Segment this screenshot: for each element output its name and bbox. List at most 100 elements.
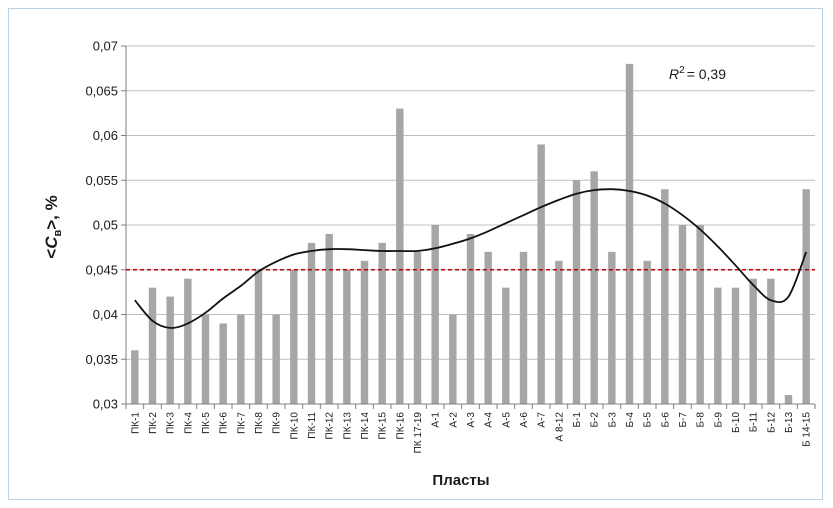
x-tick-label: А-4: [484, 412, 495, 428]
bar: [131, 350, 139, 404]
y-tick-label: 0,055: [85, 173, 118, 188]
x-tick-label: А 8-12: [554, 412, 565, 442]
bar: [502, 287, 510, 404]
x-tick-label: А-7: [537, 412, 548, 428]
y-tick-label: 0,07: [93, 39, 118, 54]
x-tick-label: Б-2: [590, 412, 601, 428]
y-tick-label: 0,045: [85, 262, 118, 277]
r-squared-value: = 0,39: [687, 66, 727, 82]
x-tick-label: Б-1: [572, 412, 583, 428]
bar: [272, 314, 280, 404]
bar: [767, 278, 775, 404]
x-tick-label: Б-11: [749, 412, 760, 433]
bar: [290, 269, 298, 404]
x-tick-label: ПК 17-19: [413, 412, 424, 454]
bar: [201, 314, 210, 404]
x-tick-label: А-1: [431, 412, 442, 428]
bar: [802, 189, 810, 404]
x-tick-label: ПК-12: [325, 412, 336, 440]
bars: [131, 63, 810, 405]
bar: [537, 144, 545, 404]
bar: [148, 287, 157, 404]
bar: [608, 251, 616, 404]
x-tick-label: Б-10: [731, 412, 742, 433]
bar: [325, 233, 333, 404]
bar: [360, 260, 369, 404]
bar: [449, 314, 457, 404]
x-tick-label: ПК-5: [201, 412, 212, 434]
x-tick-label: А-3: [466, 412, 477, 428]
r-squared-annotation: R2 = 0,39: [669, 65, 726, 82]
x-tick-label: ПК-16: [395, 412, 406, 440]
x-tick-label: ПК-14: [360, 412, 371, 440]
bar: [749, 278, 757, 404]
bar: [731, 287, 740, 404]
x-tick-label: ПК-11: [307, 412, 318, 439]
bar: [678, 225, 687, 404]
x-tick-label: ПК-15: [378, 412, 389, 440]
bar: [661, 189, 669, 404]
x-tick-labels: ПК-1 ПК-2 ПК-3 ПК-4 ПК-5 ПК-6 ПК-7 ПК-8 ПК-9 ПК-1…: [125, 404, 816, 454]
y-axis-label-lt: <: [42, 249, 61, 259]
x-tick-label: Б-12: [766, 412, 777, 433]
x-tick-label: Б-4: [625, 412, 636, 428]
bar: [431, 225, 439, 404]
x-tick-label: Б 14-15: [802, 412, 813, 447]
x-tick-label: ПК-10: [289, 412, 300, 440]
r-squared-superscript: 2: [679, 65, 685, 76]
x-tick-label: ПК-1: [130, 412, 141, 434]
bar: [466, 233, 475, 404]
bar: [378, 242, 386, 404]
bar: [307, 242, 316, 404]
bar: [237, 314, 245, 404]
x-tick-label: Б-5: [643, 412, 654, 428]
bar: [166, 296, 174, 404]
bar: [625, 63, 634, 405]
y-tick-label: 0,03: [93, 397, 118, 412]
y-axis-label-gt: >: [42, 220, 61, 230]
y-tick-label: 0,04: [93, 307, 118, 322]
chart-frame: 0,03 0,035 0,04 0,045 0,05 0,055 0,06 0,065 0,07…: [8, 8, 823, 500]
bar: [519, 251, 528, 404]
x-tick-label: А-5: [501, 412, 512, 428]
x-tick-label: ПК-13: [342, 412, 353, 440]
bar: [254, 269, 263, 404]
x-tick-label: ПК-2: [148, 412, 159, 434]
y-axis-label: <Cв>, %: [42, 195, 64, 258]
bar: [714, 287, 722, 404]
x-tick-label: ПК-4: [183, 412, 194, 434]
y-tick-label: 0,065: [85, 83, 118, 98]
x-tick-label: Б-9: [713, 412, 724, 428]
bar: [396, 108, 404, 405]
x-tick-label: Б-3: [607, 412, 618, 428]
y-tick-labels: 0,03 0,035 0,04 0,045 0,05 0,055 0,06 0,065 0,07: [85, 39, 118, 412]
bar: [484, 251, 492, 404]
bar: [219, 323, 227, 404]
bar: [555, 260, 563, 404]
y-axis-label-symbol: C: [42, 236, 61, 249]
x-tick-label: ПК-8: [254, 412, 265, 434]
x-axis-label: Пласты: [432, 472, 489, 489]
bar: [590, 171, 598, 404]
bar: [413, 251, 422, 404]
trend-line: [134, 188, 808, 329]
y-axis-label-unit: , %: [42, 195, 61, 220]
bar: [643, 260, 651, 404]
bar: [696, 225, 704, 404]
y-tick-label: 0,06: [93, 128, 118, 143]
x-tick-label: ПК-6: [219, 412, 230, 434]
r-squared-symbol: R: [669, 66, 679, 82]
x-tick-label: Б-8: [696, 412, 707, 428]
bar: [572, 180, 581, 404]
x-tick-label: А-2: [448, 412, 459, 428]
y-tick-label: 0,05: [93, 218, 118, 233]
x-tick-label: ПК-7: [236, 412, 247, 434]
x-tick-label: Б-13: [784, 412, 795, 433]
y-axis-label-subscript: в: [52, 230, 64, 237]
bar: [784, 395, 793, 404]
x-tick-label: А-6: [519, 412, 530, 428]
x-tick-label: ПК-9: [272, 412, 283, 434]
bar: [184, 278, 192, 404]
bar-chart: 0,03 0,035 0,04 0,045 0,05 0,055 0,06 0,065 0,07…: [42, 39, 816, 489]
bar: [343, 269, 351, 404]
